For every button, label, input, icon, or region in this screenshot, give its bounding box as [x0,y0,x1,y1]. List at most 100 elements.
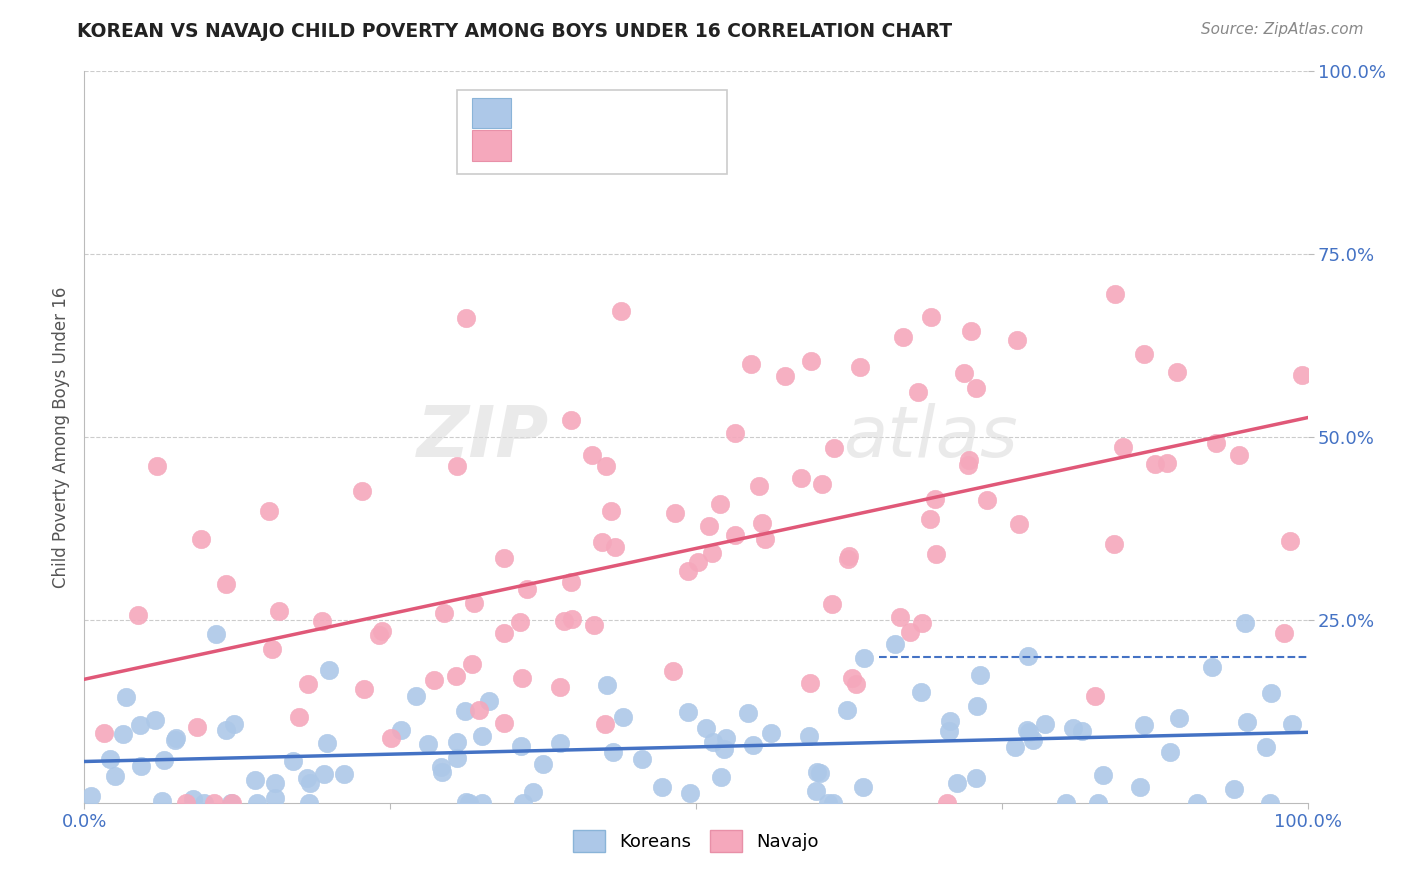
Point [593,717,616,731]
Point [163,733,186,747]
Point [946,776,969,790]
Point [898,625,921,640]
Point [1102,537,1125,551]
Point [965,771,987,785]
Point [471,729,494,743]
Point [889,609,911,624]
Point [1133,346,1156,360]
Point [281,754,304,768]
Point [740,357,762,371]
Point [1205,436,1227,450]
Point [316,735,339,749]
Point [215,723,238,738]
Point [516,582,538,596]
Point [661,664,683,678]
Point [581,448,603,462]
Point [821,796,844,810]
Point [679,787,702,801]
Point [600,504,623,518]
Point [560,413,582,427]
Point [664,506,686,520]
Point [205,626,228,640]
Point [910,685,932,699]
Text: 0.167: 0.167 [571,104,628,122]
Point [353,682,375,697]
Point [835,703,858,717]
Point [297,677,319,691]
Point [350,483,373,498]
Point [1112,441,1135,455]
Point [817,796,839,810]
Point [468,704,491,718]
Point [193,796,215,810]
Point [1091,767,1114,781]
Point [1144,457,1167,471]
Point [737,706,759,720]
Point [80,789,103,803]
Point [966,698,988,713]
Point [799,676,821,690]
Point [1004,740,1026,755]
Text: R =: R = [529,104,568,122]
Point [841,671,863,685]
Point [925,547,948,561]
Point [104,769,127,783]
Y-axis label: Child Poverty Among Boys Under 16: Child Poverty Among Boys Under 16 [52,286,70,588]
Point [1227,448,1250,462]
Point [423,673,446,687]
Point [380,731,402,746]
Point [751,516,773,530]
Point [1017,648,1039,663]
Point [318,664,340,678]
Point [911,616,934,631]
Point [446,458,468,473]
Text: Source: ZipAtlas.com: Source: ZipAtlas.com [1201,22,1364,37]
Point [713,742,735,756]
Point [454,795,477,809]
Point [1234,616,1257,631]
Point [463,596,485,610]
Point [603,541,626,555]
Point [957,458,980,473]
Point [583,617,606,632]
Point [264,776,287,790]
Point [754,532,776,546]
Point [548,736,571,750]
Point [221,796,243,810]
Point [1156,456,1178,470]
Point [222,716,245,731]
Point [920,512,942,526]
Point [295,771,318,785]
Point [1129,780,1152,794]
Point [920,310,942,325]
Point [651,780,673,794]
Point [509,739,531,753]
Point [724,528,747,542]
Text: atlas: atlas [842,402,1018,472]
Point [631,752,654,766]
Point [773,369,796,384]
Point [165,731,187,745]
Point [1062,721,1084,735]
Point [430,765,453,780]
FancyBboxPatch shape [457,90,727,174]
Point [1291,368,1313,382]
Point [709,497,731,511]
Point [935,796,957,810]
Point [957,453,980,467]
Point [243,773,266,788]
Point [311,615,333,629]
Point [716,731,738,745]
Point [965,381,987,395]
Point [93,725,115,739]
Point [688,555,710,569]
Point [969,668,991,682]
Point [924,491,946,506]
Point [115,690,138,705]
Point [759,726,782,740]
Point [1185,796,1208,810]
Point [1054,796,1077,810]
Point [1281,716,1303,731]
Point [215,577,238,591]
Point [1021,733,1043,747]
